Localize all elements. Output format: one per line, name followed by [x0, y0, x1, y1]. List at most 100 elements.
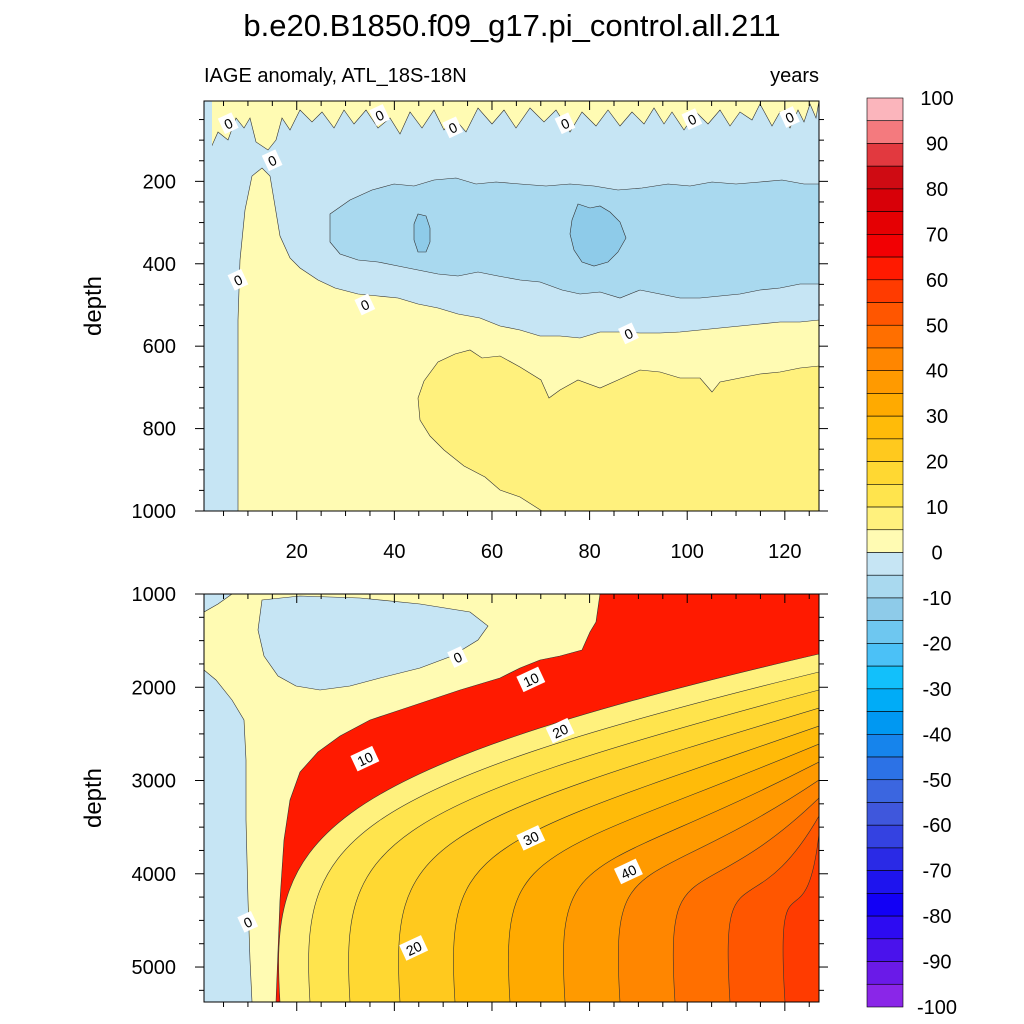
colorbar-swatch [866, 961, 904, 985]
colorbar-swatch [866, 529, 904, 553]
contour-label-bg [681, 108, 703, 130]
colorbar-swatch [866, 211, 904, 235]
colorbar-swatch [866, 688, 904, 712]
contour-label: 10 [516, 666, 546, 693]
contour-label-bg [354, 293, 376, 316]
colorbar-swatch [866, 574, 904, 599]
colorbar-label: -40 [923, 724, 952, 746]
colorbar-swatch [866, 324, 904, 349]
contour-label-text: 40 [618, 861, 639, 882]
lower-ylabel: depth [80, 768, 107, 828]
contour-label: 0 [237, 910, 259, 933]
colorbar-swatch [866, 643, 904, 667]
colorbar-label: 0 [931, 543, 942, 565]
colorbar-swatch [866, 165, 904, 190]
colorbar-swatch [866, 620, 904, 644]
colorbar-swatch [866, 665, 904, 690]
colorbar-swatch [866, 893, 904, 917]
colorbar-swatch [866, 256, 904, 281]
y-tick-label: 600 [143, 336, 176, 358]
colorbar-swatch [866, 120, 904, 144]
colorbar-swatch [866, 461, 904, 485]
colorbar-label: 20 [926, 452, 948, 474]
contour-label: 0 [369, 104, 390, 126]
contour-label-text: 10 [521, 669, 542, 690]
contour-label: 0 [442, 116, 464, 139]
colorbar-label: 70 [926, 224, 948, 246]
right-subtitle: years [770, 65, 819, 87]
contour-label: 0 [261, 149, 283, 172]
contour-label-bg [779, 106, 800, 128]
colorbar-label: 60 [926, 270, 948, 292]
colorbar-label: 90 [926, 133, 948, 155]
colorbar-label: -30 [923, 679, 952, 701]
lower-band [782, 833, 819, 1002]
contour-label: 0 [618, 322, 639, 345]
contour-label: 0 [554, 112, 576, 135]
contour-label-bg [399, 935, 429, 961]
colorbar-label: -80 [923, 906, 952, 928]
colorbar-swatch [866, 756, 904, 781]
colorbar-swatch [866, 415, 904, 440]
contour-label-bg [369, 104, 390, 126]
lower-field-neg-blob [257, 595, 489, 691]
y-tick-label: 800 [143, 419, 176, 441]
colorbar-label: -20 [923, 633, 952, 655]
contour-label: 0 [217, 112, 239, 135]
y-tick-label: 5000 [132, 957, 177, 979]
colorbar-swatch [866, 733, 904, 758]
colorbar: 1009080706050403020100-10-20-30-40-50-60… [866, 88, 957, 1019]
y-tick-label: 400 [143, 254, 176, 276]
colorbar-label: 100 [920, 88, 953, 110]
colorbar-swatch [866, 438, 904, 462]
contour-label: 0 [447, 646, 468, 668]
y-tick-label: 1000 [132, 501, 177, 523]
colorbar-label: 30 [926, 406, 948, 428]
colorbar-swatch [866, 279, 904, 303]
x-tick-label: 40 [383, 541, 405, 563]
contour-label-text: 10 [355, 748, 376, 769]
colorbar-swatch [866, 347, 904, 372]
contour-label-bg [217, 112, 239, 135]
contour-label: 0 [779, 106, 800, 128]
contour-label-text: 30 [521, 828, 542, 849]
colorbar-swatch [866, 393, 904, 417]
contour-label-bg [613, 858, 643, 885]
lower-contour-labels: 0 10 20 10 30 40 0 20 [237, 646, 643, 961]
colorbar-swatch [866, 870, 904, 894]
colorbar-swatch [866, 97, 904, 122]
colorbar-labels: 1009080706050403020100-10-20-30-40-50-60… [917, 88, 957, 1019]
contour-label-bg [237, 910, 259, 933]
contour-label-bg [261, 149, 283, 172]
colorbar-label: -50 [923, 770, 952, 792]
colorbar-swatch [866, 915, 904, 940]
contour-label: 30 [516, 825, 546, 851]
contour-label-bg [618, 322, 639, 345]
colorbar-label: -10 [923, 588, 952, 610]
y-tick-label: 4000 [132, 864, 177, 886]
upper-left-strip [204, 101, 212, 511]
lower-panel: 0 10 20 10 30 40 0 20 1000 2000 3000 4000 5000 dept… [80, 584, 828, 1011]
colorbar-label: 10 [926, 497, 948, 519]
contour-label-bg [227, 268, 249, 291]
contour-label: 20 [399, 935, 429, 961]
colorbar-swatch [866, 552, 904, 576]
y-tick-label: 3000 [132, 771, 177, 793]
left-subtitle: IAGE anomaly, ATL_18S-18N [204, 65, 467, 87]
colorbar-swatch [866, 824, 904, 849]
lower-frame [203, 593, 820, 1003]
colorbar-swatch [866, 302, 904, 326]
lower-plot-area [204, 594, 819, 1002]
contour-label: 20 [545, 717, 575, 744]
contour-label-bg [442, 116, 464, 139]
upper-field-neg-20a [413, 213, 431, 253]
lower-x-axis [223, 594, 810, 1011]
upper-x-axis: 20 40 60 80 100 120 [223, 101, 810, 563]
lower-field-neg-corner [204, 594, 233, 613]
colorbar-swatch [866, 234, 904, 258]
x-tick-label: 20 [286, 541, 308, 563]
colorbar-swatch [866, 370, 904, 394]
